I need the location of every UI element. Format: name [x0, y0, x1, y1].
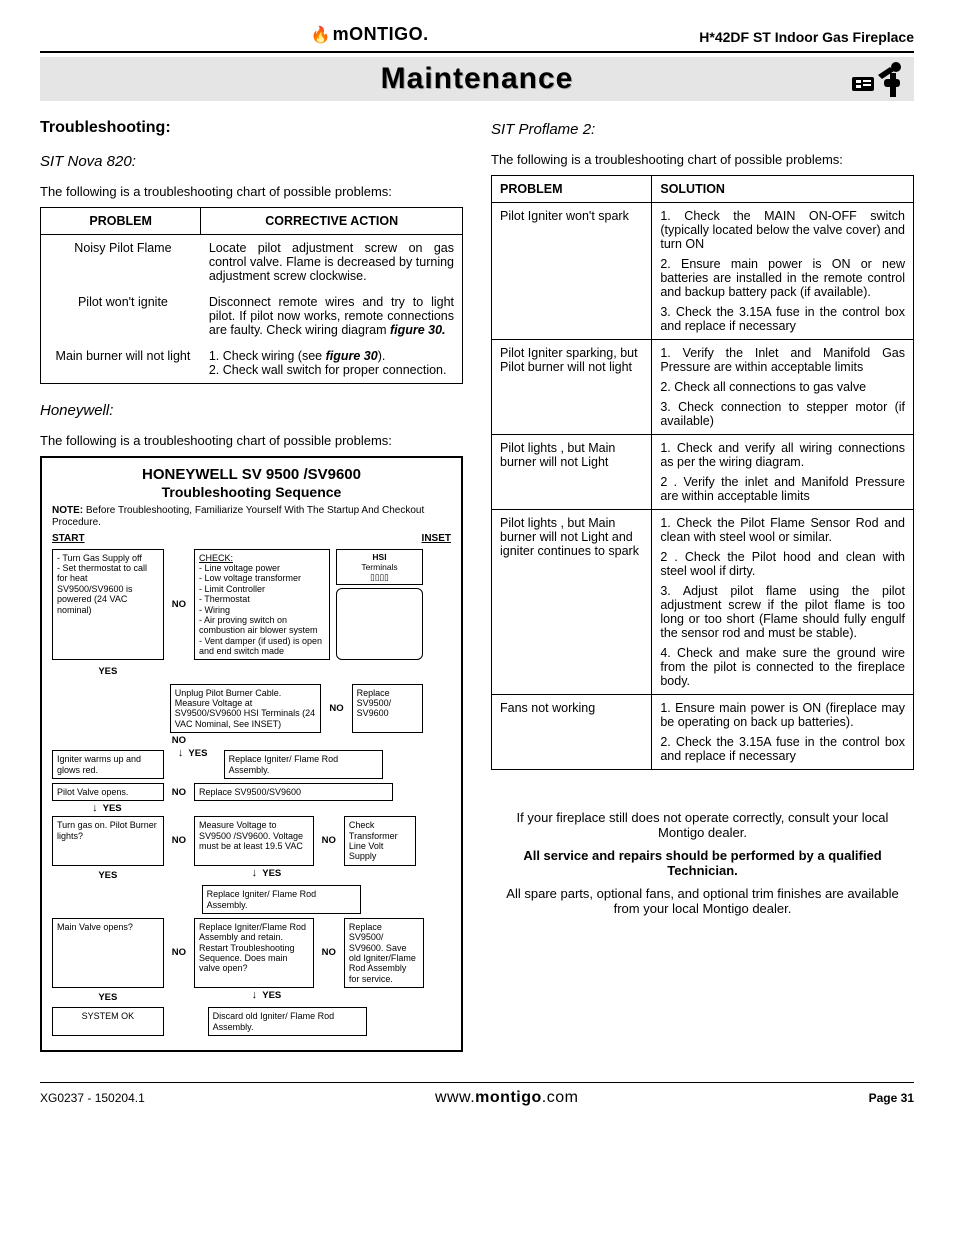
nova-heading: SIT Nova 820: [40, 153, 463, 170]
maintenance-icon [850, 59, 904, 102]
troubleshooting-heading: Troubleshooting: [40, 119, 463, 137]
closing-1: If your fireplace still does not operate… [501, 810, 904, 840]
fc-step1: - Turn Gas Supply off - Set thermostat t… [52, 549, 451, 660]
fc-step4: Pilot Valve opens. NO Replace SV9500/SV9… [52, 783, 451, 801]
right-column: SIT Proflame 2: The following is a troub… [491, 119, 914, 1052]
fc-title2: Troubleshooting Sequence [52, 484, 451, 501]
nova-col-problem: PROBLEM [41, 208, 201, 235]
proflame-heading: SIT Proflame 2: [491, 121, 914, 138]
proflame-col-problem: PROBLEM [492, 176, 652, 203]
content-columns: Troubleshooting: SIT Nova 820: The follo… [40, 119, 914, 1052]
left-column: Troubleshooting: SIT Nova 820: The follo… [40, 119, 463, 1052]
banner-title: Maintenance [381, 62, 574, 96]
fc-step3: Igniter warms up and glows red. ↓ YES Re… [52, 750, 451, 779]
fc-step5: Turn gas on. Pilot Burner lights? NO Mea… [52, 816, 451, 865]
honeywell-heading: Honeywell: [40, 402, 463, 419]
closing-3: All spare parts, optional fans, and opti… [501, 886, 904, 916]
page-header: 🔥 mONTIGO. H*42DF ST Indoor Gas Fireplac… [40, 24, 914, 53]
table-row: Pilot won't ignite Disconnect remote wir… [41, 289, 463, 343]
proflame-intro: The following is a troubleshooting chart… [491, 152, 914, 167]
proflame-col-solution: SOLUTION [652, 176, 914, 203]
table-row: Fans not working1. Ensure main power is … [492, 695, 914, 770]
honeywell-flowchart: HONEYWELL SV 9500 /SV9600 Troubleshootin… [40, 456, 463, 1052]
module-icon [336, 588, 424, 660]
nova-intro: The following is a troubleshooting chart… [40, 184, 463, 199]
nova-table: PROBLEM CORRECTIVE ACTION Noisy Pilot Fl… [40, 207, 463, 384]
footer-doc-id: XG0237 - 150204.1 [40, 1091, 145, 1105]
table-row: Main burner will not light 1. Check wiri… [41, 343, 463, 384]
fc-note: NOTE: Before Troubleshooting, Familiariz… [52, 505, 451, 529]
brand-name: mONTIGO. [333, 24, 429, 45]
flame-icon: 🔥 [311, 25, 331, 45]
proflame-table: PROBLEM SOLUTION Pilot Igniter won't spa… [491, 175, 914, 770]
table-row: Pilot lights , but Main burner will not … [492, 435, 914, 510]
table-row: Pilot Igniter sparking, but Pilot burner… [492, 340, 914, 435]
section-banner: Maintenance [40, 57, 914, 101]
fc-step2: Unplug Pilot Burner Cable. Measure Volta… [52, 684, 451, 733]
brand-logo: 🔥 mONTIGO. [311, 24, 429, 45]
product-title: H*42DF ST Indoor Gas Fireplace [699, 29, 914, 45]
fc-title1: HONEYWELL SV 9500 /SV9600 [52, 466, 451, 484]
table-row: Pilot Igniter won't spark1. Check the MA… [492, 203, 914, 340]
page-footer: XG0237 - 150204.1 www.montigo.com Page 3… [40, 1082, 914, 1107]
table-row: Pilot lights , but Main burner will not … [492, 510, 914, 695]
fc-step6: Main Valve opens? NO Replace Igniter/Fla… [52, 918, 451, 988]
closing-notes: If your fireplace still does not operate… [491, 810, 914, 916]
nova-col-action: CORRECTIVE ACTION [201, 208, 463, 235]
table-row: Noisy Pilot Flame Locate pilot adjustmen… [41, 235, 463, 290]
honeywell-intro: The following is a troubleshooting chart… [40, 433, 463, 448]
fc-step7: SYSTEM OK Discard old Igniter/ Flame Rod… [52, 1007, 451, 1036]
footer-url: www.montigo.com [435, 1089, 579, 1107]
footer-page: Page 31 [869, 1091, 914, 1105]
closing-2: All service and repairs should be perfor… [501, 848, 904, 878]
